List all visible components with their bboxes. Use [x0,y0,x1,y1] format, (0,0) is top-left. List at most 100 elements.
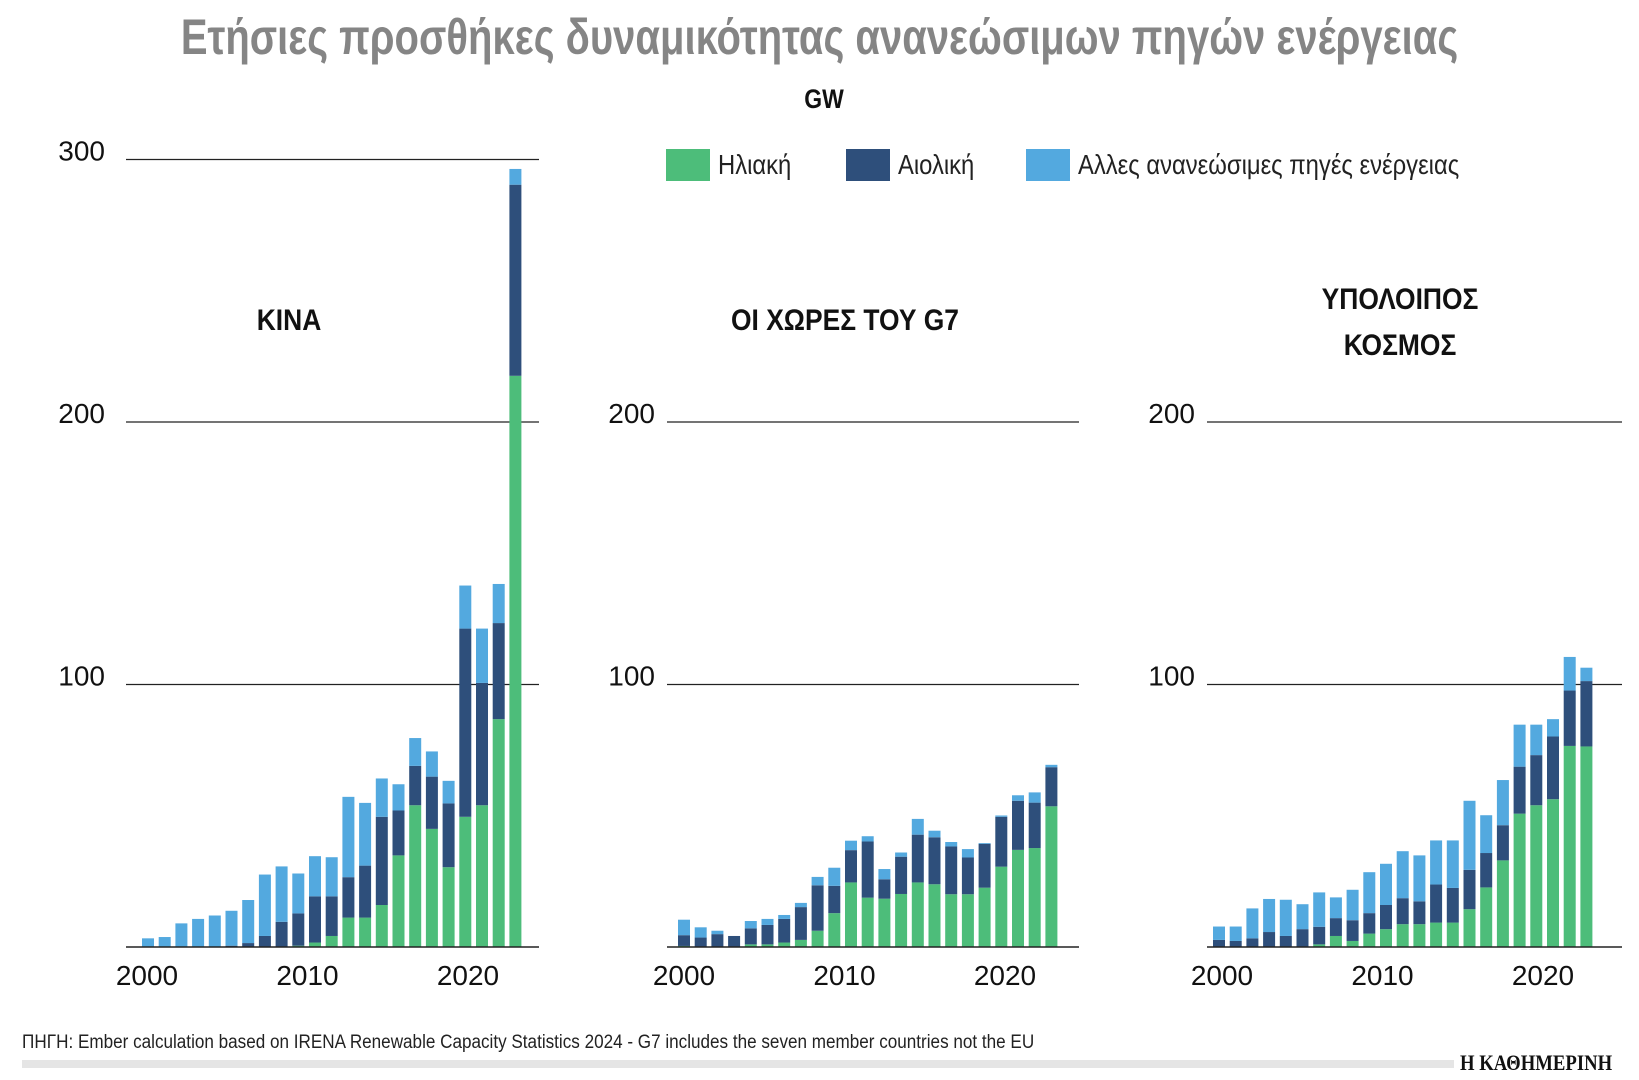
bar-segment-other [342,796,355,878]
panel-title-line: ΚΙΝΑ [256,304,322,337]
bar-segment-solar [1580,746,1593,947]
bar-segment-solar [928,884,941,947]
bar-segment-other [225,910,238,946]
bar-segment-wind [392,810,405,856]
x-tick-label: 2000 [653,960,715,991]
bar-segment-solar [761,944,774,947]
bar-segment-wind [1380,905,1392,930]
bar-segment-other [325,857,338,897]
bar-segment-solar [794,939,807,947]
bar-segment-wind [1496,825,1509,861]
bar-segment-solar [861,897,874,947]
bar-segment-wind [711,934,724,947]
bar-segment-solar [1329,935,1342,947]
bar-segment-other [1547,719,1559,737]
bar-segment-solar [1496,860,1509,947]
bar-segment-other [978,843,991,844]
bar-segment-wind [1430,884,1443,923]
bar-segment-solar [1413,924,1426,947]
bar-segment-wind [1028,802,1041,849]
x-tick-label: 2000 [116,960,178,991]
bar-segment-wind [492,623,505,720]
bar-segment-solar [811,930,824,947]
bar-segment-solar [744,944,757,947]
bar-segment-wind [678,935,690,946]
bar-segment-wind [1246,938,1259,947]
bar-segment-solar [895,893,908,947]
bar-segment-other [275,866,288,922]
bar-segment-other [761,918,774,925]
bar-segment-solar [309,942,321,947]
bar-segment-other [1513,724,1526,767]
bar-segment-other [158,937,171,947]
bar-segment-wind [694,937,707,947]
bar-segment-solar [1430,922,1443,947]
bar-segment-wind [778,918,791,943]
bar-segment-other [509,168,522,185]
bar-segment-solar [359,917,372,947]
bar-segment-other [476,628,488,683]
bar-segment-solar [375,905,388,947]
bar-segment-solar [911,882,924,947]
bar-segment-solar [1513,813,1526,947]
bar-segment-solar [459,816,472,947]
bar-segment-wind [1296,929,1309,947]
panel-title-china: ΚΙΝΑ [201,298,377,344]
publisher-logo: Η ΚΑΘΗΜΕΡΙΝΗ [1460,1050,1613,1075]
bar-segment-solar [1380,929,1392,947]
y-tick-label: 200 [1148,398,1195,429]
bar-segment-other [292,873,305,914]
bar-segment-solar [1346,940,1359,947]
x-tick-label: 2020 [1512,960,1574,991]
bar-segment-wind [292,913,305,946]
bar-segment-other [208,915,221,947]
bar-segment-wind [744,928,757,945]
bar-segment-other [928,830,941,838]
legend-item-other: Αλλες ανανεώσιμες πηγές ενέργειας [1026,148,1526,182]
bar-segment-wind [425,776,438,829]
bar-segment-wind [1396,898,1409,925]
bar-segment-solar [1463,909,1476,947]
bar-segment-other [442,780,455,804]
bar-segment-solar [1363,933,1376,947]
bar-segment-solar [325,935,338,947]
bar-segment-wind [928,837,941,885]
bar-segment-other [359,802,372,866]
bar-segment-other [1246,908,1259,939]
bar-segment-solar [425,828,438,947]
bar-segment-solar [1028,848,1041,947]
bar-segment-other [1463,800,1476,870]
x-tick-label: 2020 [974,960,1036,991]
bar-segment-solar [778,942,791,947]
bar-segment-wind [1012,800,1024,850]
bar-segment-wind [1513,766,1526,814]
bar-segment-solar [1530,805,1543,947]
bar-segment-wind [1213,939,1225,947]
bar-segment-solar [1563,745,1576,947]
bar-segment-wind [342,877,355,918]
bar-segment-wind [375,816,388,905]
bar-segment-solar [1480,887,1493,947]
bar-segment-wind [1480,853,1493,888]
bar-segment-other [878,869,891,880]
bar-segment-other [895,852,908,857]
bar-segment-other [192,918,205,947]
bar-segment-wind [1530,755,1543,806]
bar-segment-other [1363,872,1376,914]
bar-segment-other [1296,904,1309,930]
bar-segment-solar [476,805,488,947]
bar-segment-other [961,849,974,858]
bar-segment-wind [978,843,991,888]
legend-label: Αιολική [898,149,975,180]
bar-segment-wind [258,935,271,947]
bar-segment-wind [442,803,455,868]
bar-segment-wind [861,841,874,898]
y-tick-label: 200 [608,398,655,429]
x-tick-label: 2000 [1191,960,1253,991]
bar-segment-wind [1463,869,1476,910]
legend-item-wind: Αιολική [846,148,988,182]
bar-segment-other [861,836,874,842]
bar-segment-other [1396,851,1409,899]
bar-segment-wind [995,816,1008,867]
